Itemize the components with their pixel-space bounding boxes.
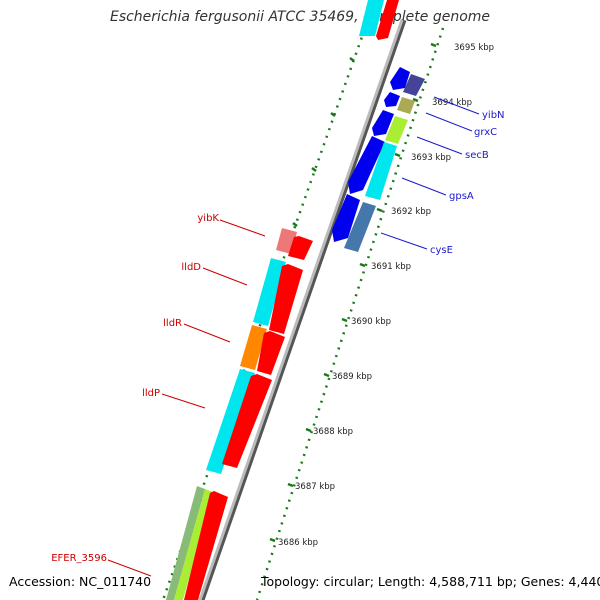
cds-arrow-lldP xyxy=(222,374,272,468)
kbp-label-3690: 3690 kbp xyxy=(351,317,391,327)
leader-EFER_3596 xyxy=(107,559,152,577)
gene-label-secB: secB xyxy=(465,150,489,161)
leader-secB xyxy=(416,136,463,155)
cds-arrow-yibN xyxy=(390,67,410,90)
kbp-label-3694: 3694 kbp xyxy=(432,98,472,108)
cds-arrow-cysE xyxy=(332,194,360,242)
gene-label-lldP: lldP xyxy=(142,388,160,399)
leader-lldD xyxy=(202,267,248,286)
gene-label-gpsA: gpsA xyxy=(449,191,474,202)
leader-yibN xyxy=(433,96,480,115)
topology-text: Topology: circular; Length: 4,588,711 bp… xyxy=(261,574,600,589)
backbone-line xyxy=(198,19,404,600)
cog-block-secB xyxy=(385,116,408,144)
cds-arrow-secB xyxy=(372,110,394,136)
cog-block-EFER_3596-sage xyxy=(166,486,205,600)
cog-block-cysE xyxy=(344,202,376,252)
inner-ticks xyxy=(269,42,437,543)
leader-lldP xyxy=(161,393,206,409)
gene-label-lldR: lldR xyxy=(163,318,182,329)
cds-arrow-lldR xyxy=(257,331,285,375)
cog-block-top-cyan xyxy=(359,0,384,36)
kbp-label-3689: 3689 kbp xyxy=(332,372,372,382)
kbp-label-3695: 3695 kbp xyxy=(454,43,494,53)
cog-block-lldP xyxy=(206,369,255,474)
cog-block-lldR xyxy=(240,325,267,370)
gene-label-lldD: lldD xyxy=(181,262,201,273)
kbp-label-3688: 3688 kbp xyxy=(313,427,353,437)
cds-arrow-top-red xyxy=(376,0,399,40)
cog-block-EFER_3596-lime xyxy=(174,489,213,600)
gene-label-EFER_3596: EFER_3596 xyxy=(51,553,107,564)
gene-label-yibK: yibK xyxy=(197,213,219,224)
kbp-label-3686: 3686 kbp xyxy=(278,538,318,548)
cds-arrow-yibK xyxy=(288,236,313,260)
leader-yibK xyxy=(219,219,266,237)
leader-lldR xyxy=(183,323,231,343)
accession-text: Accession: NC_011740 xyxy=(9,574,152,589)
kbp-label-3691: 3691 kbp xyxy=(371,262,411,272)
kbp-label-3693: 3693 kbp xyxy=(411,153,451,163)
gene-label-cysE: cysE xyxy=(430,245,453,256)
cds-arrow-EFER_3596 xyxy=(184,491,228,600)
gene-label-yibN: yibN xyxy=(482,110,505,121)
cds-arrow-grxC xyxy=(384,92,400,107)
cds-arrow-gpsA xyxy=(348,136,385,194)
backbone-shadow xyxy=(199,19,407,600)
cog-block-lldD xyxy=(253,258,286,326)
cog-block-gpsA xyxy=(365,142,397,200)
gene-label-grxC: grxC xyxy=(474,127,497,138)
leader-grxC xyxy=(425,112,473,132)
cog-block-grxC xyxy=(397,97,415,114)
leader-cysE xyxy=(380,232,428,250)
kbp-label-3687: 3687 kbp xyxy=(295,482,335,492)
cds-arrow-lldD xyxy=(269,264,303,334)
kbp-label-3692: 3692 kbp xyxy=(391,207,431,217)
leader-gpsA xyxy=(401,177,447,196)
cog-block-yibN xyxy=(403,74,425,96)
